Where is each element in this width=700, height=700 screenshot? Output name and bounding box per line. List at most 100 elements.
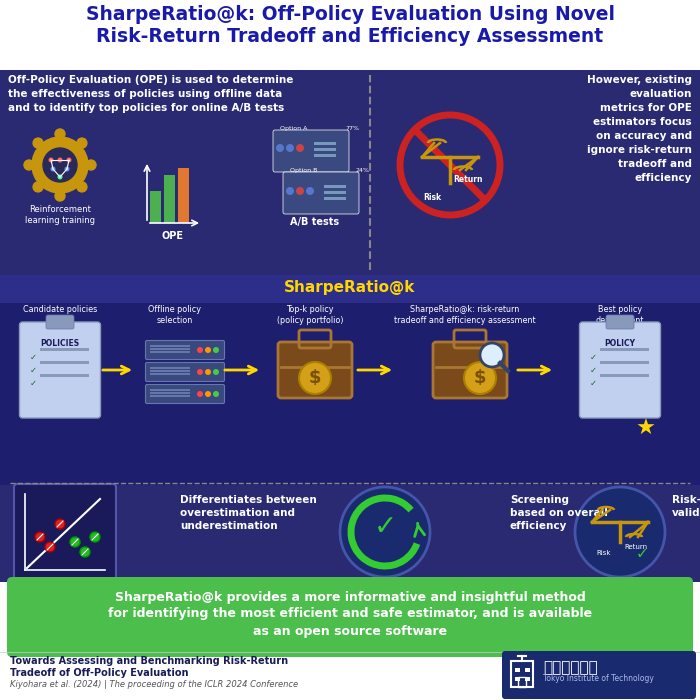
Bar (324, 185, 346, 188)
Circle shape (575, 487, 665, 577)
Bar (524, 677, 529, 681)
Text: Return: Return (624, 544, 648, 550)
Circle shape (55, 191, 65, 201)
Circle shape (90, 532, 100, 542)
Circle shape (197, 369, 203, 375)
FancyBboxPatch shape (46, 315, 74, 329)
Text: SharpeRatio@k: Off-Policy Evaluation Using Novel: SharpeRatio@k: Off-Policy Evaluation Usi… (85, 6, 615, 25)
Circle shape (55, 129, 65, 139)
Bar (150, 351, 190, 353)
Text: as an open source software: as an open source software (253, 624, 447, 638)
Circle shape (286, 187, 294, 195)
Text: ✓: ✓ (589, 353, 596, 362)
Text: Risk: Risk (596, 550, 611, 556)
Circle shape (33, 138, 43, 148)
Circle shape (197, 391, 203, 397)
Circle shape (197, 347, 203, 353)
Text: SharpeRatio@k: risk-return
tradeoff and efficiency assessment: SharpeRatio@k: risk-return tradeoff and … (394, 305, 536, 325)
Bar (150, 191, 161, 223)
Circle shape (213, 369, 219, 375)
Text: 77%: 77% (345, 126, 359, 131)
Text: Towards Assessing and Benchmarking Risk-Return: Towards Assessing and Benchmarking Risk-… (10, 656, 288, 666)
FancyBboxPatch shape (278, 342, 352, 398)
Circle shape (57, 158, 62, 162)
Text: ✓: ✓ (589, 366, 596, 375)
Circle shape (24, 160, 34, 170)
FancyBboxPatch shape (146, 384, 225, 403)
Circle shape (70, 537, 80, 547)
Bar (150, 373, 190, 375)
Text: Candidate policies: Candidate policies (23, 305, 97, 314)
Text: Option B: Option B (290, 168, 317, 173)
Text: $: $ (309, 369, 321, 387)
Circle shape (43, 148, 77, 182)
Text: Reinforcement
learning training: Reinforcement learning training (25, 205, 95, 225)
FancyBboxPatch shape (502, 651, 696, 699)
Circle shape (276, 144, 284, 152)
FancyBboxPatch shape (14, 484, 116, 580)
Circle shape (80, 547, 90, 557)
Text: ✓: ✓ (589, 379, 596, 388)
Text: Kiyohara et al. (2024) | The proceeding of the ICLR 2024 Conference: Kiyohara et al. (2024) | The proceeding … (10, 680, 298, 689)
Circle shape (50, 167, 55, 172)
Bar (524, 668, 529, 672)
Circle shape (66, 158, 71, 162)
Text: Risk-return
validation: Risk-return validation (672, 495, 700, 518)
Bar (39, 374, 88, 377)
Bar (150, 348, 190, 350)
FancyBboxPatch shape (0, 275, 700, 485)
Bar (314, 154, 336, 157)
Bar (514, 668, 519, 672)
Text: Risk-Return Tradeoff and Efficiency Assessment: Risk-Return Tradeoff and Efficiency Asse… (97, 27, 603, 46)
Circle shape (464, 362, 496, 394)
Text: Differentiates between
overestimation and
underestimation: Differentiates between overestimation an… (180, 495, 316, 531)
Circle shape (86, 160, 96, 170)
FancyBboxPatch shape (7, 577, 693, 657)
Circle shape (340, 487, 430, 577)
FancyBboxPatch shape (0, 70, 700, 275)
FancyBboxPatch shape (283, 172, 359, 214)
Text: 東京工業大学: 東京工業大学 (543, 660, 598, 675)
Circle shape (213, 347, 219, 353)
Circle shape (205, 369, 211, 375)
Bar (150, 370, 190, 372)
FancyBboxPatch shape (273, 130, 349, 172)
Text: Tokyo Institute of Technology: Tokyo Institute of Technology (543, 674, 654, 683)
Bar (39, 361, 88, 364)
Circle shape (299, 362, 331, 394)
Bar (314, 148, 336, 151)
FancyBboxPatch shape (146, 340, 225, 360)
Text: ✓: ✓ (29, 366, 36, 375)
Bar (150, 395, 190, 397)
Circle shape (480, 343, 504, 367)
Text: POLICIES: POLICIES (41, 339, 80, 348)
Bar (599, 348, 648, 351)
Circle shape (77, 182, 87, 192)
Bar (150, 389, 190, 391)
Text: Screening
based on overall
efficiency: Screening based on overall efficiency (510, 495, 608, 531)
Circle shape (213, 391, 219, 397)
Bar (599, 361, 648, 364)
Bar (39, 348, 88, 351)
Text: OPE: OPE (162, 231, 184, 241)
Bar (599, 374, 648, 377)
Text: ✓: ✓ (29, 379, 36, 388)
Text: ✓: ✓ (373, 513, 397, 541)
Text: ★: ★ (636, 419, 655, 439)
FancyBboxPatch shape (20, 322, 101, 418)
FancyBboxPatch shape (433, 342, 507, 398)
Circle shape (48, 158, 53, 162)
Circle shape (306, 187, 314, 195)
Bar (178, 168, 189, 223)
Circle shape (33, 182, 43, 192)
Bar (314, 142, 336, 145)
Text: for identifying the most efficient and safe estimator, and is available: for identifying the most efficient and s… (108, 608, 592, 620)
Bar (150, 367, 190, 369)
Text: POLICY: POLICY (605, 339, 636, 348)
Bar (514, 677, 519, 681)
Text: Option A: Option A (280, 126, 307, 131)
Text: Top-k policy
(policy portfolio): Top-k policy (policy portfolio) (276, 305, 343, 325)
Circle shape (77, 138, 87, 148)
Circle shape (57, 174, 62, 179)
Text: Tradeoff of Off-Policy Evaluation: Tradeoff of Off-Policy Evaluation (10, 668, 188, 678)
